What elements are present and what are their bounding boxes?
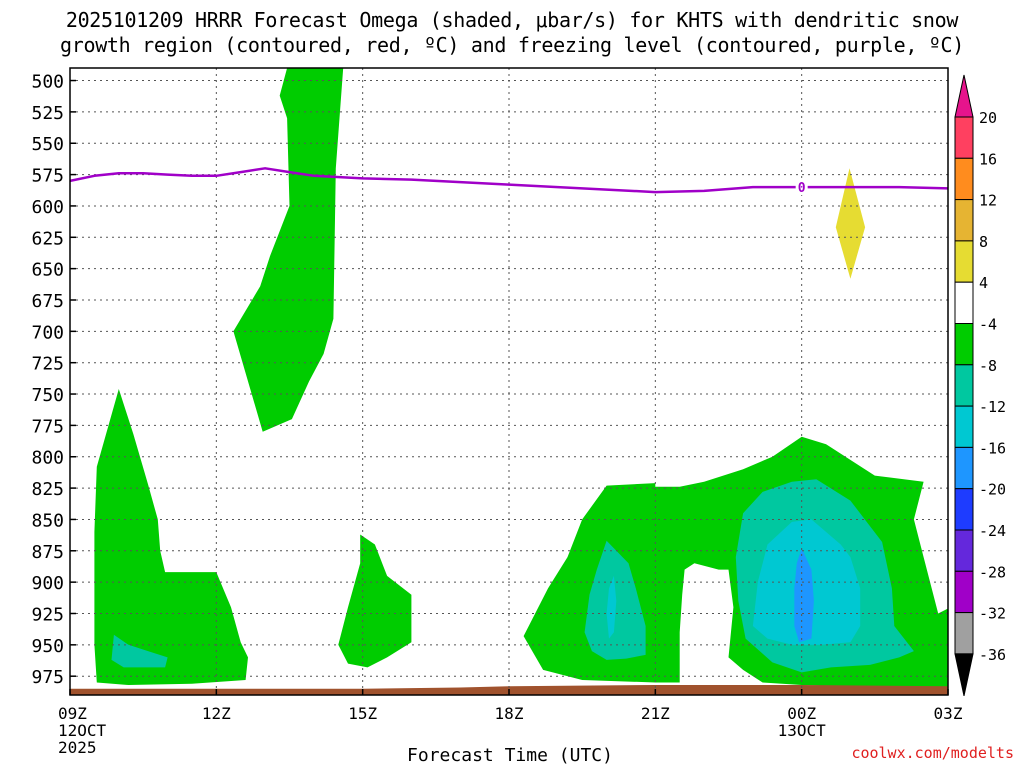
omega-region-neg16-9 — [794, 548, 814, 643]
y-tick-label-750: 750 — [31, 385, 64, 406]
omega-region-neg8-4 — [111, 634, 168, 668]
colorbar-label-7: -12 — [979, 398, 1006, 416]
colorbar-segment-6 — [954, 364, 974, 407]
y-tick-label-625: 625 — [31, 228, 64, 249]
omega-region-neg4-2 — [338, 534, 412, 668]
y-tick-label-875: 875 — [31, 542, 64, 563]
y-tick-label-500: 500 — [31, 72, 64, 93]
y-tick-label-825: 825 — [31, 479, 64, 500]
colorbar-label-8: -16 — [979, 439, 1006, 457]
freezing-level-label: 0 — [798, 181, 806, 196]
colorbar-segment-4 — [954, 281, 974, 325]
colorbar-label-0: 20 — [979, 109, 997, 127]
y-tick-label-900: 900 — [31, 573, 64, 594]
chart-title-line-1: 2025101209 HRRR Forecast Omega (shaded, … — [65, 8, 959, 32]
y-tick-label-975: 975 — [31, 667, 64, 688]
omega-region-neg4-0 — [233, 68, 344, 432]
colorbar-label-11: -28 — [979, 563, 1006, 581]
freezing-level-label-bg — [795, 179, 808, 196]
colorbar-label-13: -36 — [979, 646, 1006, 664]
y-tick-label-775: 775 — [31, 416, 64, 437]
x-tick-label-6-0: 15Z — [348, 704, 377, 723]
y-tick-label-725: 725 — [31, 354, 64, 375]
y-tick-label-575: 575 — [31, 166, 64, 187]
axes-layer: 500 525 550 575 600 625 650 675 700 725 750 775 800 8… — [31, 67, 963, 757]
omega-region-4-10 — [835, 168, 866, 279]
colorbar-segment-10 — [954, 529, 974, 572]
colorbar-segment-12 — [954, 612, 974, 655]
x-axis-label: Forecast Time (UTC) — [407, 745, 613, 766]
colorbar-label-3: 8 — [979, 233, 988, 251]
colorbar-segment-9 — [954, 488, 974, 531]
colorbar-segment-1 — [954, 157, 974, 201]
colorbar-segment-8 — [954, 446, 974, 490]
x-tick-label-0-1: 12OCT — [58, 721, 107, 740]
x-tick-label-9-0: 18Z — [495, 704, 524, 723]
x-tick-label-15-0: 00Z — [787, 704, 816, 723]
x-tick-label-15-1: 13OCT — [778, 721, 827, 740]
colorbar-bottom-cap — [954, 653, 974, 697]
x-tick-label-0-0: 09Z — [58, 704, 87, 723]
colorbar-segment-0 — [954, 116, 974, 159]
x-tick-label-18-0: 03Z — [934, 704, 963, 723]
colorbar-label-10: -24 — [979, 522, 1006, 540]
colorbar-label-6: -8 — [979, 357, 997, 375]
colorbar-segment-5 — [954, 323, 974, 366]
freezing-layer: 0 — [69, 167, 949, 196]
y-tick-label-950: 950 — [31, 636, 64, 657]
colorbar-label-12: -32 — [979, 605, 1006, 623]
y-tick-label-925: 925 — [31, 604, 64, 625]
y-tick-label-675: 675 — [31, 291, 64, 312]
omega-region-neg12-7 — [606, 575, 617, 639]
colorbar-segment-11 — [954, 570, 974, 614]
colorbar-label-1: 16 — [979, 150, 997, 168]
colorbar-label-2: 12 — [979, 192, 997, 210]
colorbar-segment-7 — [954, 405, 974, 448]
y-tick-label-525: 525 — [31, 103, 64, 124]
omega-region-neg4-1 — [94, 389, 249, 685]
colorbar: 20 16 12 8 4 -4 -8 -12 -16 -20 -24 -28 -32 -36 — [954, 74, 1006, 697]
y-tick-label-800: 800 — [31, 448, 64, 469]
x-tick-label-0-2: 2025 — [58, 738, 97, 757]
y-tick-label-650: 650 — [31, 260, 64, 281]
y-tick-label-850: 850 — [31, 510, 64, 531]
colorbar-label-5: -4 — [979, 316, 997, 334]
plot-regions — [94, 68, 948, 689]
site-credit: coolwx.com/modelts — [851, 744, 1014, 762]
y-tick-label-600: 600 — [31, 197, 64, 218]
colorbar-top-cap — [954, 74, 974, 118]
y-tick-label-700: 700 — [31, 322, 64, 343]
x-tick-label-3-0: 12Z — [202, 704, 231, 723]
colorbar-label-4: 4 — [979, 274, 988, 292]
freezing-level-line — [69, 167, 949, 194]
colorbar-label-9: -20 — [979, 481, 1006, 499]
y-tick-label-550: 550 — [31, 134, 64, 155]
colorbar-segment-2 — [954, 199, 974, 242]
chart-title-line-2: growth region (contoured, red, ºC) and f… — [59, 33, 965, 57]
colorbar-segment-3 — [954, 240, 974, 283]
x-tick-label-12-0: 21Z — [641, 704, 670, 723]
grid-layer — [70, 68, 948, 695]
